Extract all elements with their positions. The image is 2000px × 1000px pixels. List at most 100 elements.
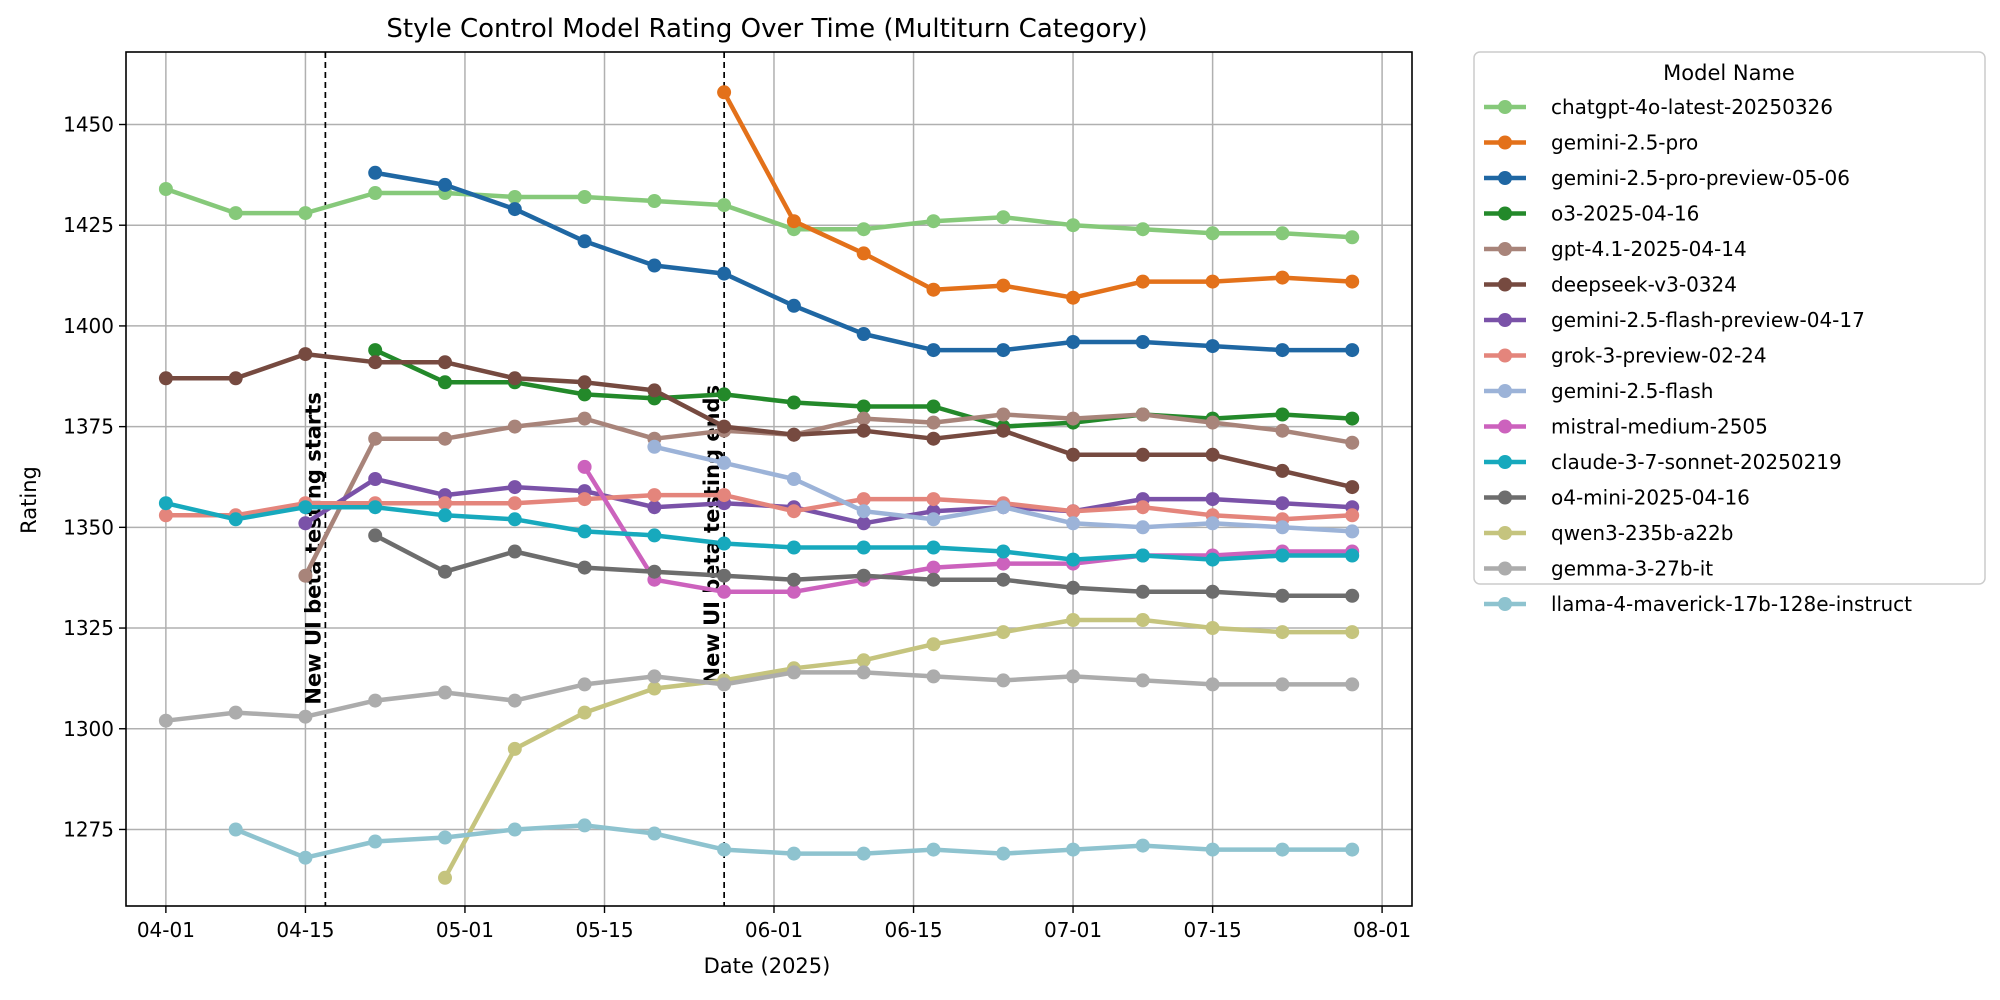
data-point <box>368 165 383 180</box>
series-gemini-2.5-flash-preview-04-17 <box>298 472 1360 531</box>
legend-swatch-marker <box>1498 171 1512 185</box>
data-point <box>1345 435 1360 450</box>
data-point <box>717 85 732 100</box>
legend-label: gpt-4.1-2025-04-14 <box>1551 237 1747 261</box>
data-point <box>717 677 732 692</box>
data-point <box>1275 625 1290 640</box>
data-point <box>1205 552 1220 567</box>
data-point <box>577 190 592 204</box>
legend-label: llama-4-maverick-17b-128e-instruct <box>1551 592 1912 616</box>
data-point <box>228 371 243 386</box>
legend-swatch-marker <box>1498 526 1512 540</box>
data-point <box>577 818 592 833</box>
series-line <box>372 170 1355 353</box>
data-point <box>996 544 1011 559</box>
data-point <box>926 637 941 652</box>
data-point <box>1345 842 1360 857</box>
data-point <box>926 492 941 507</box>
data-point <box>1275 588 1290 603</box>
data-point <box>1066 842 1081 857</box>
series-deepseek-v3-0324 <box>158 347 1360 495</box>
data-point <box>1275 463 1290 478</box>
series-claude-3-7-sonnet-20250219 <box>158 496 1360 567</box>
data-point <box>577 705 592 720</box>
y-axis-label: Rating <box>17 466 41 534</box>
data-point <box>1345 677 1360 692</box>
data-point <box>1205 584 1220 599</box>
data-point <box>158 496 173 511</box>
x-tick-label: 05-01 <box>436 918 494 942</box>
data-point <box>1345 588 1360 603</box>
data-point <box>1275 842 1290 857</box>
data-point <box>647 826 662 841</box>
data-point <box>786 540 801 555</box>
data-point <box>228 705 243 720</box>
y-tick-label: 1325 <box>63 616 114 640</box>
data-point <box>856 516 871 531</box>
data-point <box>856 222 871 237</box>
data-point <box>717 419 732 434</box>
legend-frame <box>1473 51 1986 585</box>
data-point <box>856 327 871 341</box>
data-point <box>717 266 732 281</box>
legend-swatch-marker <box>1498 135 1512 150</box>
data-point <box>368 834 383 849</box>
data-point <box>786 298 801 313</box>
data-point <box>158 371 173 386</box>
data-point <box>577 375 592 390</box>
data-point <box>368 343 383 358</box>
legend-swatch-marker <box>1498 242 1512 256</box>
data-point <box>368 528 383 543</box>
data-point <box>577 492 592 507</box>
data-point <box>1066 218 1081 233</box>
series-line <box>442 617 1355 881</box>
data-point <box>507 512 522 527</box>
data-point <box>1345 508 1360 523</box>
data-point <box>786 665 801 680</box>
series-line <box>163 186 1355 240</box>
data-point <box>1066 411 1081 426</box>
legend-title: Model Name <box>1663 61 1795 85</box>
plot-frame <box>125 51 1413 907</box>
data-point <box>786 427 801 442</box>
series-o4-mini-2025-04-16 <box>368 528 1360 603</box>
data-point <box>1135 335 1150 349</box>
data-point <box>1345 480 1360 495</box>
data-point <box>647 439 662 454</box>
data-point <box>996 625 1011 640</box>
data-point <box>647 194 662 208</box>
data-point <box>577 560 592 575</box>
series-chatgpt-4o-latest-20250326 <box>158 182 1360 245</box>
series-line <box>721 90 1355 300</box>
data-point <box>438 375 452 390</box>
data-point <box>856 665 871 680</box>
data-point <box>717 536 732 551</box>
data-point <box>647 258 662 273</box>
data-point <box>1066 552 1081 567</box>
data-point <box>1275 496 1290 511</box>
legend-swatch-marker <box>1498 100 1512 114</box>
legend-item: o4-mini-2025-04-16 <box>1484 486 1750 510</box>
series-line <box>163 351 1355 490</box>
data-point <box>438 508 452 523</box>
data-point <box>298 568 313 583</box>
data-point <box>856 411 871 426</box>
data-point <box>1066 516 1081 531</box>
data-point <box>298 500 313 515</box>
data-point <box>507 544 522 559</box>
data-point <box>1066 335 1081 349</box>
data-point <box>507 419 522 434</box>
legend-swatch-marker <box>1498 455 1512 469</box>
data-point <box>647 669 662 684</box>
data-point <box>926 540 941 555</box>
data-point <box>368 186 383 200</box>
y-tick-label: 1450 <box>63 113 114 137</box>
data-point <box>507 371 522 386</box>
data-point <box>1205 677 1220 692</box>
data-point <box>926 415 941 430</box>
data-point <box>856 399 871 414</box>
series-qwen3-235b-a22b <box>438 613 1360 885</box>
y-tick-label: 1300 <box>63 717 114 741</box>
data-point <box>926 431 941 446</box>
